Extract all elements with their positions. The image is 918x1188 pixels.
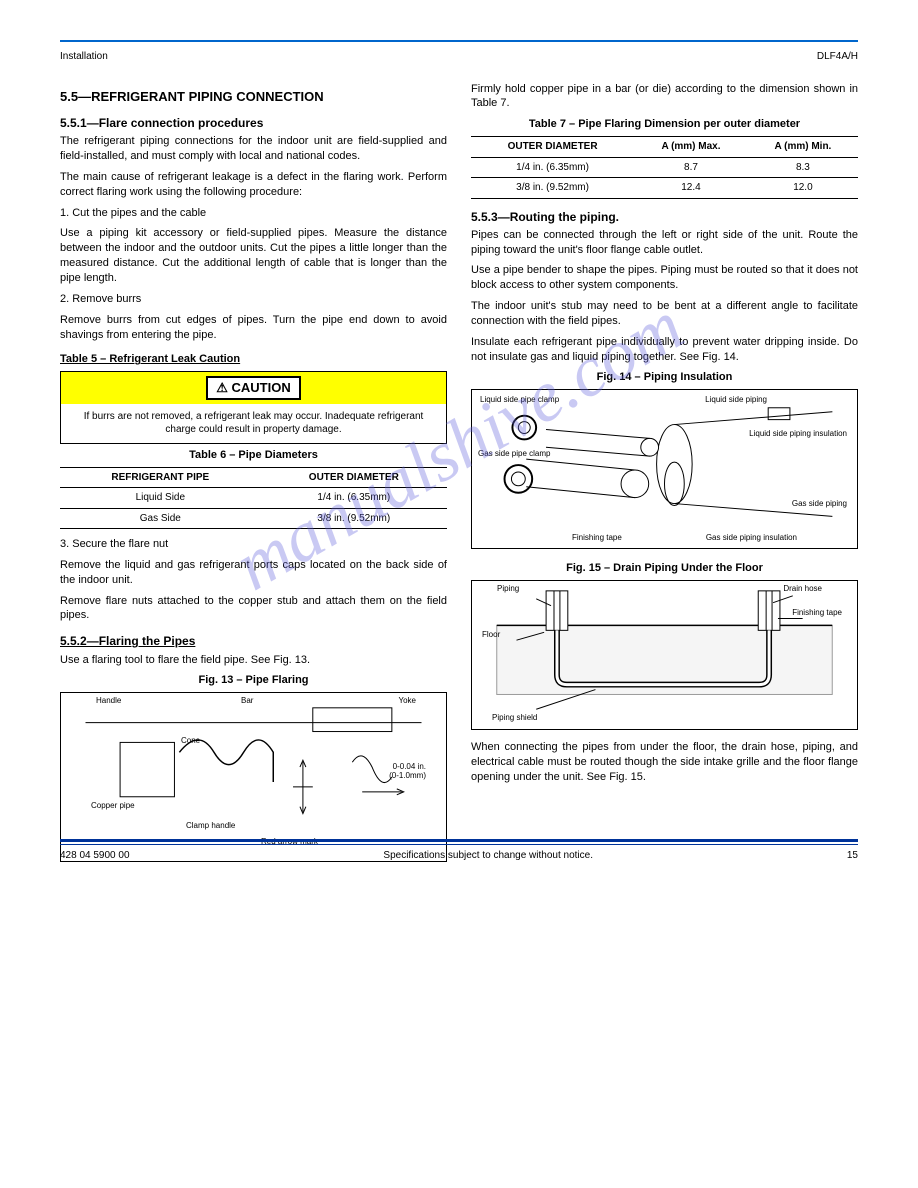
fig13-yoke: Yoke — [399, 697, 417, 706]
step-1: 1. Cut the pipes and the cable — [60, 206, 447, 221]
step-2: 2. Remove burrs — [60, 292, 447, 307]
para: The main cause of refrigerant leakage is… — [60, 170, 447, 200]
fig14-title: Fig. 14 – Piping Insulation — [471, 370, 858, 385]
fig13-clamp: Clamp handle — [186, 822, 235, 831]
cell: 3/8 in. (9.52mm) — [471, 178, 634, 199]
para: Remove the liquid and gas refrigerant po… — [60, 558, 447, 588]
header-row: Installation DLF4A/H — [60, 50, 858, 64]
para: The indoor unit's stub may need to be be… — [471, 299, 858, 329]
para: Insulate each refrigerant pipe individua… — [471, 335, 858, 365]
sub-5-5-1: 5.5.1—Flare connection procedures — [60, 115, 447, 131]
fig14-liquid: Liquid side piping — [705, 396, 767, 405]
fig13-dim: 0-0.04 in. (0-1.0mm) — [389, 763, 426, 781]
fig14-lclamp: Liquid side pipe clamp — [480, 396, 559, 405]
header-right: DLF4A/H — [817, 50, 858, 64]
section-5-5-title: 5.5—Refrigerant Piping Connection — [60, 88, 447, 106]
fig15-piping: Piping — [497, 585, 519, 594]
fig13: Handle Bar Yoke Cone Copper pipe Clamp h… — [60, 692, 447, 862]
fig14: Liquid side pipe clamp Gas side pipe cla… — [471, 389, 858, 549]
cell: Liquid Side — [60, 488, 261, 509]
t7-h1: OUTER DIAMETER — [471, 137, 634, 158]
fig14-svg — [472, 390, 857, 548]
para: Remove burrs from cut edges of pipes. Tu… — [60, 313, 447, 343]
fig13-handle: Handle — [96, 697, 121, 706]
fig15-shield: Piping shield — [492, 714, 537, 723]
fig15: Piping Drain hose Finishing tape Floor P… — [471, 580, 858, 730]
cell: 8.7 — [634, 157, 748, 178]
cell: 8.3 — [748, 157, 858, 178]
caution-header: ⚠ CAUTION — [61, 372, 446, 404]
fig14-gas: Gas side piping — [792, 500, 847, 509]
fig13-cone: Cone — [181, 737, 200, 746]
table-row: 3/8 in. (9.52mm) 12.4 12.0 — [471, 178, 858, 199]
para: Use a piping kit accessory or field-supp… — [60, 226, 447, 285]
para: Remove flare nuts attached to the copper… — [60, 594, 447, 624]
fig15-drain: Drain hose — [783, 585, 822, 594]
footer: 428 04 5900 00 Specifications subject to… — [60, 839, 858, 863]
left-column: 5.5—Refrigerant Piping Connection 5.5.1—… — [60, 82, 447, 863]
fig15-tape: Finishing tape — [792, 609, 842, 618]
para: The refrigerant piping connections for t… — [60, 134, 447, 164]
sub-5-5-2: 5.5.2—Flaring the Pipes — [60, 633, 447, 649]
cell: 12.0 — [748, 178, 858, 199]
footer-right: 15 — [847, 849, 858, 863]
cell: 3/8 in. (9.52mm) — [261, 508, 447, 529]
footer-left: 428 04 5900 00 — [60, 849, 130, 863]
t7-h3: A (mm) Min. — [748, 137, 858, 158]
table5-title: Table 5 – Refrigerant Leak Caution — [60, 352, 240, 367]
top-rule — [60, 40, 858, 42]
fig13-title: Fig. 13 – Pipe Flaring — [60, 673, 447, 688]
table-row: Liquid Side 1/4 in. (6.35mm) — [60, 488, 447, 509]
table7: OUTER DIAMETER A (mm) Max. A (mm) Min. 1… — [471, 136, 858, 199]
para: When connecting the pipes from under the… — [471, 740, 858, 785]
fig14-gclamp: Gas side pipe clamp — [478, 450, 550, 459]
dim-in: 0-0.04 in. — [393, 762, 426, 771]
fig15-svg — [472, 581, 857, 729]
fig13-bar: Bar — [241, 697, 253, 706]
step-3: 3. Secure the flare nut — [60, 537, 447, 552]
fig14-tape: Finishing tape — [572, 534, 622, 543]
dim-mm: (0-1.0mm) — [389, 771, 426, 780]
t6-h2: OUTER DIAMETER — [261, 467, 447, 488]
t7-h2: A (mm) Max. — [634, 137, 748, 158]
fig15-floor: Floor — [482, 631, 500, 640]
caution-box: ⚠ CAUTION If burrs are not removed, a re… — [60, 371, 447, 444]
table6-title: Table 6 – Pipe Diameters — [60, 448, 447, 463]
sub-5-5-3: 5.5.3—Routing the piping. — [471, 209, 858, 225]
footer-center: Specifications subject to change without… — [383, 849, 593, 863]
para: Use a flaring tool to flare the field pi… — [60, 653, 447, 668]
para: Use a pipe bender to shape the pipes. Pi… — [471, 263, 858, 293]
fig15-title: Fig. 15 – Drain Piping Under the Floor — [471, 561, 858, 576]
cell: Gas Side — [60, 508, 261, 529]
cell: 1/4 in. (6.35mm) — [471, 157, 634, 178]
caution-badge: ⚠ CAUTION — [206, 376, 300, 400]
table7-title: Table 7 – Pipe Flaring Dimension per out… — [471, 117, 858, 132]
fig13-copper: Copper pipe — [91, 802, 135, 811]
caution-body: If burrs are not removed, a refrigerant … — [61, 404, 446, 443]
para: Pipes can be connected through the left … — [471, 228, 858, 258]
table-row: Gas Side 3/8 in. (9.52mm) — [60, 508, 447, 529]
table6: REFRIGERANT PIPE OUTER DIAMETER Liquid S… — [60, 467, 447, 530]
fig14-gins: Gas side piping insulation — [706, 534, 797, 543]
fig14-lins: Liquid side piping insulation — [749, 430, 847, 439]
header-left: Installation — [60, 50, 108, 64]
table-row: 1/4 in. (6.35mm) 8.7 8.3 — [471, 157, 858, 178]
cell: 1/4 in. (6.35mm) — [261, 488, 447, 509]
right-column: Firmly hold copper pipe in a bar (or die… — [471, 82, 858, 863]
para: Firmly hold copper pipe in a bar (or die… — [471, 82, 858, 112]
cell: 12.4 — [634, 178, 748, 199]
t6-h1: REFRIGERANT PIPE — [60, 467, 261, 488]
